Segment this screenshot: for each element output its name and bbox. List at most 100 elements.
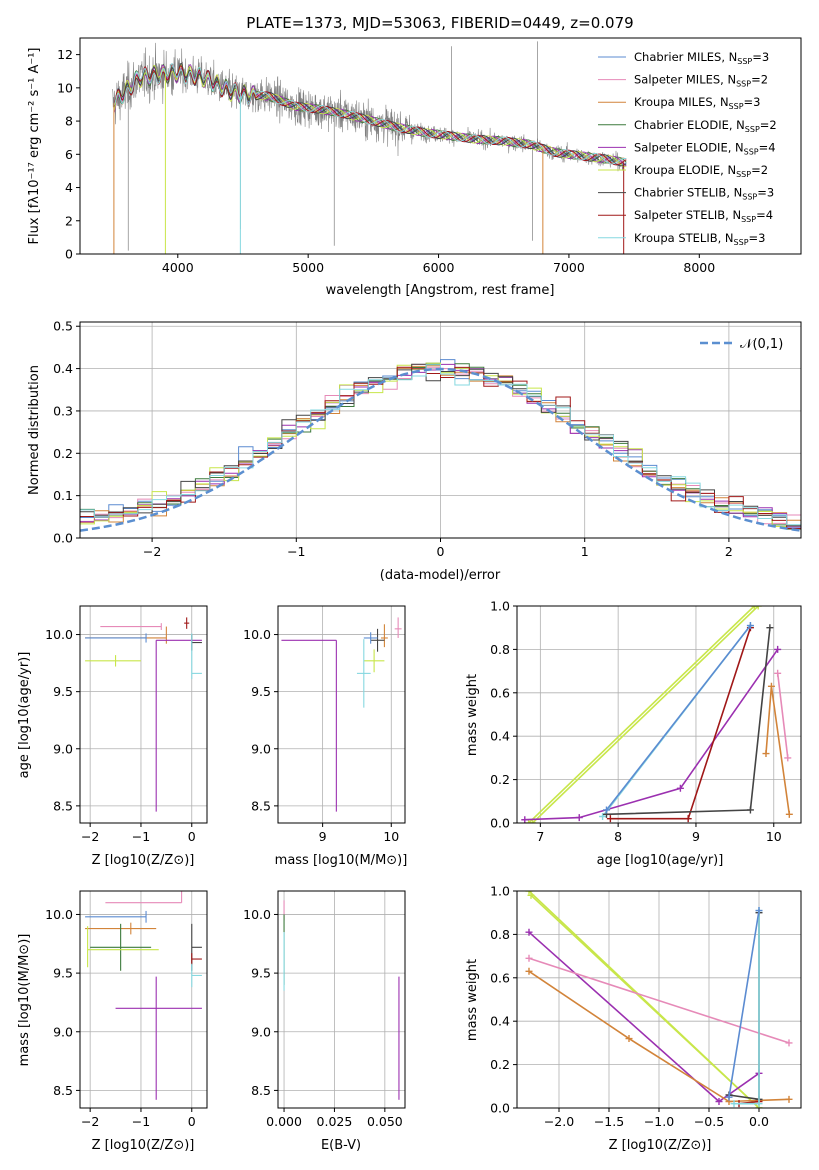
y-tick-label: 1.0 <box>490 599 510 614</box>
x-tick-label: 0 <box>188 829 196 844</box>
x-tick-label: 9 <box>319 829 327 844</box>
x-tick-label: 7 <box>536 829 544 844</box>
axes-frame <box>79 890 208 1109</box>
y-tick-label: 0.0 <box>490 816 510 831</box>
series-line <box>530 894 760 1108</box>
data-point-marker <box>599 812 607 820</box>
x-tick-label: 7000 <box>553 260 585 275</box>
x-axis-label: Z [log10(Z/Z⊙)] <box>92 1138 195 1153</box>
model-line-kroupa-stelib <box>113 63 627 165</box>
y-axis-label: Flux [fλ10⁻¹⁷ erg cm⁻² s⁻¹ A⁻¹] <box>27 48 42 245</box>
legend-entry-label: Chabrier MILES, NSSP=3 <box>634 50 769 66</box>
y-tick-label: 10 <box>57 80 73 95</box>
data-point-marker <box>625 1035 633 1043</box>
data-point-marker <box>525 954 533 962</box>
axes-frame <box>79 605 208 824</box>
axes-age-vs-mass: 9 10 8.5 9.0 9.5 10.0 mass [log10(M/M⊙)] <box>243 605 407 868</box>
data-point-marker <box>746 622 754 630</box>
y-tick-label: 0.0 <box>490 1101 510 1116</box>
y-tick-label: 10.0 <box>243 907 271 922</box>
y-axis-label: mass weight <box>465 674 480 756</box>
x-tick-label: 0.000 <box>266 1114 302 1129</box>
y-tick-label: 8.5 <box>53 1083 73 1098</box>
data-point-marker <box>676 784 684 792</box>
x-tick-label: −2.0 <box>544 1114 574 1129</box>
y-tick-label: 6 <box>65 147 73 162</box>
x-axis-label: E(B-V) <box>321 1138 361 1153</box>
data-point-marker <box>785 1039 793 1047</box>
y-tick-label: 0.8 <box>490 927 510 942</box>
data-point-marker <box>527 891 535 899</box>
x-tick-label: 4000 <box>162 260 194 275</box>
axes-frame <box>79 37 802 255</box>
axes-mass-vs-EBV: 0.000 0.025 0.050 8.5 9.0 9.5 10.0 E(B-V) <box>243 890 406 1153</box>
axes-frame <box>277 605 406 824</box>
data-point-marker <box>750 606 758 610</box>
y-tick-label: 0.8 <box>490 642 510 657</box>
y-tick-label: 0.5 <box>53 319 73 334</box>
y-tick-label: 9.5 <box>251 684 271 699</box>
x-tick-label: −2 <box>81 829 99 844</box>
plot-area <box>283 900 400 1100</box>
y-tick-label: 9.0 <box>53 741 73 756</box>
data-point-marker <box>529 819 537 823</box>
legend-entry-label: Salpeter ELODIE, NSSP=4 <box>634 140 776 156</box>
legend-entry-label: Kroupa STELIB, NSSP=3 <box>634 231 765 247</box>
axes-spectrum: 4000 5000 6000 7000 8000 0 2 4 6 8 10 12 Chabrier MI… <box>27 37 802 298</box>
plot-area <box>521 606 793 823</box>
data-point-marker <box>767 682 775 690</box>
data-point-marker <box>762 750 770 758</box>
x-tick-label: 2 <box>725 544 733 559</box>
y-tick-label: 8.5 <box>251 798 271 813</box>
data-point-marker <box>521 816 529 823</box>
legend-entry-label: 𝒩(0,1) <box>740 337 783 352</box>
series-line <box>606 627 771 816</box>
series-line <box>734 910 760 1105</box>
axes-frame <box>516 605 802 824</box>
x-tick-label: 10 <box>383 829 399 844</box>
y-tick-label: 0.6 <box>490 970 510 985</box>
y-axis-label: age [log10(age/yr)] <box>17 652 32 779</box>
y-axis-label: mass weight <box>465 959 480 1041</box>
series-line <box>524 648 779 821</box>
y-tick-label: 12 <box>57 47 73 62</box>
plot-area <box>525 891 793 1108</box>
legend-entry-label: Salpeter MILES, NSSP=2 <box>634 73 768 89</box>
y-tick-label: 0.6 <box>490 685 510 700</box>
x-axis-label: wavelength [Angstrom, rest frame] <box>326 283 555 298</box>
data-point-marker <box>784 754 792 762</box>
y-tick-label: 8.5 <box>251 1083 271 1098</box>
y-axis-label: mass [log10(M/M⊙)] <box>17 934 32 1067</box>
x-tick-label: 0.025 <box>317 1114 353 1129</box>
data-point-marker <box>774 669 782 677</box>
y-tick-label: 0.2 <box>490 772 510 787</box>
data-point-marker <box>525 967 533 975</box>
data-point-marker <box>684 815 692 823</box>
y-tick-label: 4 <box>65 180 73 195</box>
x-tick-label: −2 <box>143 544 161 559</box>
y-tick-label: 9.5 <box>251 966 271 981</box>
data-point-marker <box>785 1095 793 1103</box>
y-tick-label: 10.0 <box>243 627 271 642</box>
data-point-marker <box>715 1097 723 1105</box>
x-tick-label: −2 <box>81 1114 99 1129</box>
y-tick-label: 0.4 <box>490 729 510 744</box>
legend-entry-label: Kroupa MILES, NSSP=3 <box>634 95 760 111</box>
x-tick-label: 5000 <box>292 260 324 275</box>
data-point-marker <box>754 606 762 610</box>
plot-area <box>85 891 202 1100</box>
data-point-marker <box>725 1093 733 1101</box>
y-tick-label: 0.0 <box>53 531 73 546</box>
x-tick-label: 1 <box>581 544 589 559</box>
series-line <box>728 910 760 1098</box>
x-tick-label: 0.050 <box>367 1114 403 1129</box>
plot-area <box>112 41 627 254</box>
x-axis-label: Z [log10(Z/Z⊙)] <box>609 1138 712 1153</box>
x-tick-label: 0 <box>437 544 445 559</box>
x-tick-label: 9 <box>692 829 700 844</box>
y-tick-label: 0.4 <box>490 1014 510 1029</box>
plot-area <box>281 617 402 812</box>
x-tick-label: −0.5 <box>694 1114 724 1129</box>
y-tick-label: 0.2 <box>53 446 73 461</box>
